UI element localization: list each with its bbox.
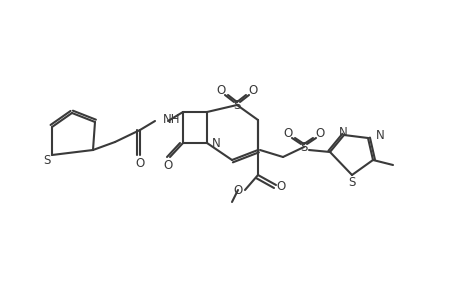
Text: S: S [43, 154, 50, 166]
Text: O: O [163, 158, 172, 172]
Text: N: N [212, 136, 220, 149]
Text: NH: NH [162, 112, 180, 125]
Text: O: O [315, 127, 324, 140]
Text: O: O [135, 157, 144, 169]
Text: N: N [338, 125, 347, 139]
Text: O: O [216, 83, 225, 97]
Text: S: S [300, 140, 307, 154]
Text: N: N [375, 128, 384, 142]
Text: O: O [283, 127, 292, 140]
Text: S: S [233, 98, 240, 112]
Text: O: O [248, 83, 257, 97]
Text: S: S [347, 176, 355, 188]
Text: O: O [233, 184, 242, 197]
Text: O: O [276, 179, 285, 193]
